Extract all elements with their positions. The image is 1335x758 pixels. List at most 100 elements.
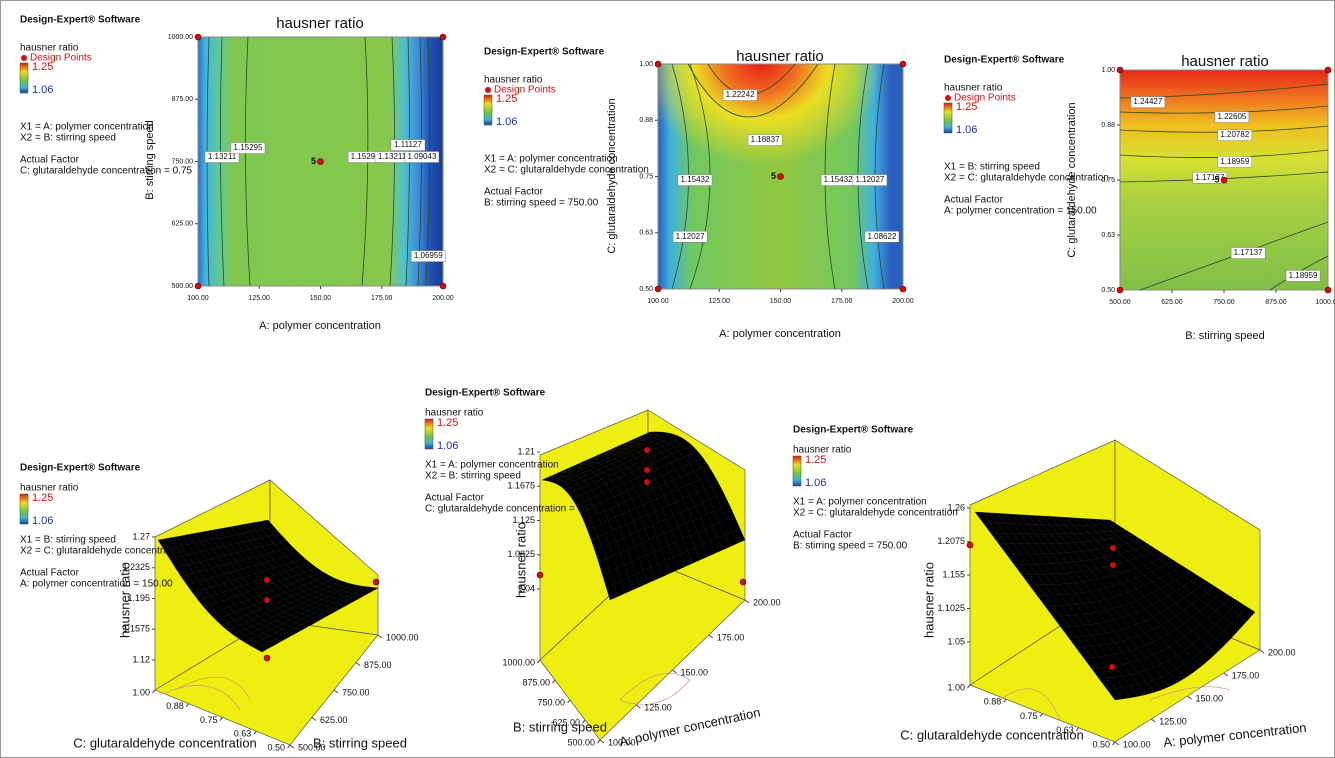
- y-tick-label: 1.00: [132, 687, 150, 697]
- x-tick: [672, 669, 677, 674]
- y-tick: [597, 739, 601, 744]
- x-tick-label: 150.00: [681, 667, 709, 677]
- y-tick: [567, 699, 571, 704]
- y-tick-label: 875.00: [172, 96, 194, 103]
- x-tick-label: 200.00: [892, 298, 914, 305]
- contour-label-box: [864, 231, 900, 243]
- response-label: hausner ratio: [20, 483, 79, 494]
- x-axis-label: A: polymer concentration: [259, 320, 381, 332]
- scale-high: 1.25: [805, 454, 826, 466]
- software-label: Design-Expert® Software: [944, 55, 1065, 66]
- y-tick-label: 0.88: [984, 697, 1002, 707]
- y-tick: [1112, 741, 1116, 746]
- design-point: [1324, 66, 1332, 74]
- contour-label: 1.12027: [855, 175, 884, 184]
- design-point-marker: [263, 654, 271, 662]
- contour-label: 1.15432: [681, 175, 710, 184]
- scale-high: 1.25: [437, 417, 458, 429]
- design-point: [899, 60, 907, 68]
- y-tick-label: 0.63: [639, 230, 653, 237]
- y-tick: [287, 744, 291, 749]
- replicate-label: 5: [311, 156, 316, 166]
- y-tick-label: 500.00: [172, 283, 194, 290]
- z-tick-label: 1.1575: [122, 624, 150, 634]
- design-point: [194, 282, 202, 290]
- y-tick: [552, 679, 556, 684]
- x-tick: [1187, 695, 1192, 700]
- surface-cell: [365, 587, 379, 592]
- actual-factor-heading: Actual Factor: [944, 195, 1004, 206]
- x-tick-label: 750.00: [342, 687, 370, 697]
- y-tick-label: 0.88: [166, 701, 184, 711]
- x-tick-label: 100.00: [187, 295, 209, 302]
- actual-factor-heading: Actual Factor: [20, 568, 80, 579]
- y-tick: [152, 689, 156, 694]
- contour-label: 1.13211: [208, 152, 237, 161]
- z-tick-label: 1.1025: [937, 603, 965, 613]
- z-tick-label: 1.125: [512, 515, 535, 525]
- chart-title: hausner ratio: [276, 15, 364, 32]
- contour-label: 1.18959: [1220, 157, 1249, 166]
- design-point: [1220, 176, 1228, 184]
- y-tick-label: 0.63: [234, 729, 252, 739]
- design-point: [194, 33, 202, 41]
- contour-label: 1.15432: [824, 175, 853, 184]
- y-tick-label: 0.88: [1101, 122, 1115, 129]
- z-tick-label: 1.12: [132, 654, 150, 664]
- scale-high: 1.25: [956, 101, 977, 113]
- color-scale: [424, 418, 434, 450]
- scale-low: 1.06: [956, 124, 977, 136]
- legend-marker: [485, 87, 491, 93]
- software-label: Design-Expert® Software: [484, 47, 605, 58]
- z-tick-label: 1.21: [517, 446, 535, 456]
- x-tick: [1150, 718, 1156, 723]
- design-point-marker: [643, 446, 651, 454]
- y-axis-label: C: glutaraldehyde concentration: [73, 735, 257, 750]
- y-tick-label: 0.50: [267, 742, 285, 752]
- design-point-marker: [372, 578, 380, 586]
- x-tick-label: 175.00: [1232, 670, 1260, 680]
- legend-label: Design Points: [954, 93, 1016, 104]
- x-tick-label: 875.00: [1265, 299, 1287, 306]
- contour-label-box: [722, 89, 758, 101]
- design-point-marker: [966, 541, 974, 549]
- scale-low: 1.06: [32, 84, 53, 96]
- replicate-label: 5: [771, 171, 776, 181]
- y-tick-label: 0.50: [639, 286, 653, 293]
- x-axis-label: B: stirring speed: [313, 735, 407, 750]
- z-axis-label: hausner ratio: [513, 522, 528, 598]
- replicate-label: 5: [1214, 174, 1219, 184]
- contour-label-box: [411, 250, 446, 262]
- x-tick-label: 125.00: [1159, 716, 1187, 726]
- x-tick-label: 1000.00: [1315, 299, 1335, 306]
- x-tick-label: 750.00: [1213, 299, 1235, 306]
- x-tick-label: 100.00: [1123, 739, 1151, 749]
- color-scale: [943, 102, 953, 134]
- design-point: [654, 285, 662, 293]
- contour-label-box: [747, 134, 783, 146]
- response-label: hausner ratio: [425, 408, 484, 419]
- z-tick-label: 1.26: [947, 502, 965, 512]
- y-tick-label: 0.88: [639, 117, 653, 124]
- design-point: [1116, 66, 1124, 74]
- design-point: [777, 173, 784, 180]
- z-tick-label: 1.195: [127, 593, 150, 603]
- y-axis-label: C: glutaraldehyde concentration: [1066, 102, 1078, 257]
- x-tick-label: 500.00: [298, 742, 326, 752]
- scale-low: 1.06: [496, 116, 517, 128]
- contour-label-box: [1230, 247, 1266, 259]
- factor-label: X1 = B: stirring speed: [20, 535, 116, 546]
- actual-factor-heading: Actual Factor: [793, 530, 853, 541]
- y-tick-label: 1.00: [639, 61, 653, 68]
- z-tick-label: 1.2075: [937, 536, 965, 546]
- y-tick-label: 1000.00: [168, 34, 193, 41]
- design-point: [899, 285, 907, 293]
- actual-factor-heading: Actual Factor: [20, 155, 80, 166]
- actual-factor: A: polymer concentration = 150.00: [20, 579, 173, 590]
- y-tick: [185, 703, 190, 708]
- x-tick-label: 200.00: [432, 295, 454, 302]
- design-point: [1324, 286, 1332, 294]
- software-label: Design-Expert® Software: [20, 15, 141, 26]
